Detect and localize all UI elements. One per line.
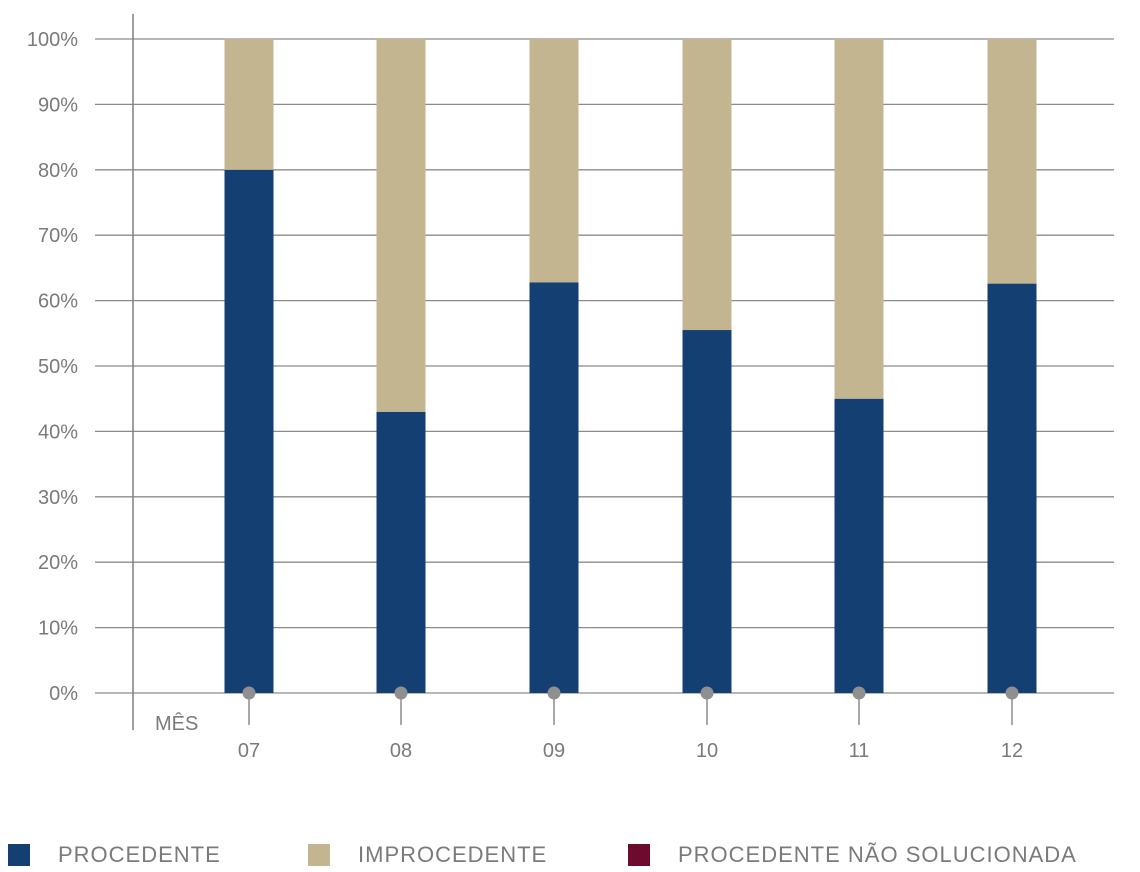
bar-segment: [682, 330, 732, 693]
legend-label-procedente-nao-solucionada: PROCEDENTE NÃO SOLUCIONADA: [678, 842, 1077, 867]
stacked-bar-chart: 0% 10% 20% 30% 40% 50% 60% 70% 80% 90% 100% 07 08 09…: [27, 14, 1114, 762]
y-tick-label: 10%: [38, 618, 78, 640]
legend-label-procedente: PROCEDENTE: [58, 842, 221, 867]
bar-segment: [529, 282, 579, 693]
legend-swatch-procedente: [8, 844, 30, 866]
bars: [224, 39, 1037, 694]
x-tick-dot: [547, 686, 561, 700]
y-tick-label: 50%: [38, 356, 78, 378]
y-tick-label: 80%: [38, 160, 78, 182]
y-tick-labels: 0% 10% 20% 30% 40% 50% 60% 70% 80% 90% 100%: [27, 29, 78, 705]
x-tick-label: 09: [543, 740, 565, 762]
legend: PROCEDENTE IMPROCEDENTE PROCEDENTE NÃO S…: [0, 842, 1140, 872]
bar-segment: [376, 411, 426, 693]
y-tick-label: 90%: [38, 94, 78, 116]
y-tick-label: 20%: [38, 552, 78, 574]
x-tick-marks: 07 08 09 10 11 12: [238, 686, 1023, 762]
legend-item-procedente-nao-solucionada: PROCEDENTE NÃO SOLUCIONADA: [628, 842, 1077, 868]
y-tick-label: 40%: [38, 421, 78, 443]
bar-segment: [682, 39, 732, 331]
bar-segment: [224, 39, 274, 170]
x-axis-label: MÊS: [155, 712, 198, 735]
bar-segment: [376, 39, 426, 412]
bar-segment: [834, 398, 884, 693]
legend-swatch-procedente-nao-solucionada: [628, 844, 650, 866]
x-tick-label: 12: [1001, 740, 1023, 762]
x-tick-dot: [394, 686, 408, 700]
legend-item-procedente: PROCEDENTE: [8, 842, 221, 868]
bar-segment: [834, 39, 884, 399]
x-tick-label: 10: [696, 740, 718, 762]
y-tick-label: 0%: [49, 683, 78, 705]
x-tick-label: 08: [390, 740, 412, 762]
legend-label-improcedente: IMPROCEDENTE: [358, 842, 548, 867]
y-tick-label: 60%: [38, 291, 78, 313]
x-tick-dot: [242, 686, 256, 700]
x-tick-dot: [852, 686, 866, 700]
bar-segment: [987, 39, 1037, 284]
x-tick-label: 11: [849, 740, 870, 762]
x-tick-dot: [700, 686, 714, 700]
legend-item-improcedente: IMPROCEDENTE: [308, 842, 547, 868]
bar-segment: [987, 283, 1037, 693]
bar-segment: [529, 39, 579, 283]
legend-swatch-improcedente: [308, 844, 330, 866]
x-tick-label: 07: [238, 740, 260, 762]
y-tick-label: 30%: [38, 487, 78, 509]
y-tick-label: 100%: [27, 29, 78, 51]
bar-segment: [224, 169, 274, 694]
y-tick-label: 70%: [38, 225, 78, 247]
x-tick-dot: [1005, 686, 1019, 700]
